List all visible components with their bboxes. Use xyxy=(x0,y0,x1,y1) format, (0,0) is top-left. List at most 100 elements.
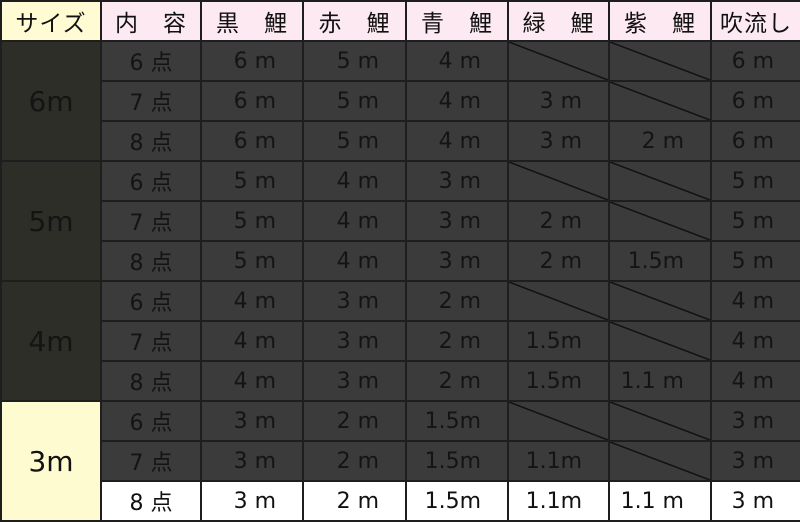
not-applicable-cell xyxy=(507,280,610,322)
black-carp-cell: 5 m xyxy=(200,200,304,242)
blue-carp-cell: 3 m xyxy=(405,160,509,202)
blue-carp-cell: 2 m xyxy=(405,280,509,322)
blue-carp-cell: 4 m xyxy=(405,40,509,82)
content-cell: 7 点 xyxy=(100,80,202,122)
streamer-cell: 4 m xyxy=(710,360,800,402)
blue-carp-cell: 1.5m xyxy=(405,400,509,442)
streamer-cell: 6 m xyxy=(710,40,800,82)
red-carp-cell: 5 m xyxy=(302,120,407,162)
black-carp-cell: 6 m xyxy=(200,40,304,82)
header-black-carp: 黒 鯉 xyxy=(200,0,304,42)
header-streamer: 吹流し xyxy=(710,0,800,42)
not-applicable-cell xyxy=(507,40,610,82)
streamer-cell: 4 m xyxy=(710,280,800,322)
content-cell: 6 点 xyxy=(100,160,202,202)
not-applicable-cell xyxy=(608,400,712,442)
header-row: サイズ内 容黒 鯉赤 鯉青 鯉緑 鯉紫 鯉吹流し xyxy=(0,0,800,42)
green-carp-cell: 2 m xyxy=(507,200,610,242)
red-carp-cell: 3 m xyxy=(302,280,407,322)
green-carp-cell: 3 m xyxy=(507,120,610,162)
content-cell: 6 点 xyxy=(100,280,202,322)
red-carp-cell: 5 m xyxy=(302,80,407,122)
purple-carp-cell: 2 m xyxy=(608,120,712,162)
header-blue-carp: 青 鯉 xyxy=(405,0,509,42)
black-carp-cell: 6 m xyxy=(200,120,304,162)
black-carp-cell: 5 m xyxy=(200,240,304,282)
blue-carp-cell: 3 m xyxy=(405,240,509,282)
purple-carp-cell: 1.1 m xyxy=(608,360,712,402)
blue-carp-cell: 1.5m xyxy=(405,440,509,482)
green-carp-cell: 1.1m xyxy=(507,440,610,482)
size-cell: 5m xyxy=(0,160,102,282)
header-green-carp: 緑 鯉 xyxy=(507,0,610,42)
black-carp-cell: 4 m xyxy=(200,320,304,362)
content-cell: 8 点 xyxy=(100,480,202,522)
header-purple-carp: 紫 鯉 xyxy=(608,0,712,42)
black-carp-cell: 4 m xyxy=(200,360,304,402)
purple-carp-cell: 1.1 m xyxy=(608,480,712,522)
streamer-cell: 5 m xyxy=(710,240,800,282)
black-carp-cell: 4 m xyxy=(200,280,304,322)
not-applicable-cell xyxy=(608,320,712,362)
header-content: 内 容 xyxy=(100,0,202,42)
content-cell: 8 点 xyxy=(100,360,202,402)
streamer-cell: 4 m xyxy=(710,320,800,362)
black-carp-cell: 3 m xyxy=(200,400,304,442)
blue-carp-cell: 1.5m xyxy=(405,480,509,522)
red-carp-cell: 3 m xyxy=(302,360,407,402)
not-applicable-cell xyxy=(608,200,712,242)
content-cell: 7 点 xyxy=(100,440,202,482)
black-carp-cell: 3 m xyxy=(200,440,304,482)
red-carp-cell: 3 m xyxy=(302,320,407,362)
red-carp-cell: 4 m xyxy=(302,200,407,242)
not-applicable-cell xyxy=(608,440,712,482)
red-carp-cell: 2 m xyxy=(302,480,407,522)
green-carp-cell: 3 m xyxy=(507,80,610,122)
content-cell: 7 点 xyxy=(100,320,202,362)
black-carp-cell: 5 m xyxy=(200,160,304,202)
size-cell: 6m xyxy=(0,40,102,162)
header-size: サイズ xyxy=(0,0,102,42)
streamer-cell: 3 m xyxy=(710,400,800,442)
red-carp-cell: 4 m xyxy=(302,160,407,202)
blue-carp-cell: 4 m xyxy=(405,120,509,162)
blue-carp-cell: 2 m xyxy=(405,360,509,402)
content-cell: 6 点 xyxy=(100,400,202,442)
blue-carp-cell: 4 m xyxy=(405,80,509,122)
size-cell: 3m xyxy=(0,400,102,522)
black-carp-cell: 6 m xyxy=(200,80,304,122)
streamer-cell: 5 m xyxy=(710,160,800,202)
not-applicable-cell xyxy=(608,40,712,82)
header-red-carp: 赤 鯉 xyxy=(302,0,407,42)
red-carp-cell: 4 m xyxy=(302,240,407,282)
content-cell: 8 点 xyxy=(100,120,202,162)
black-carp-cell: 3 m xyxy=(200,480,304,522)
green-carp-cell: 1.1m xyxy=(507,480,610,522)
content-cell: 6 点 xyxy=(100,40,202,82)
not-applicable-cell xyxy=(507,400,610,442)
blue-carp-cell: 2 m xyxy=(405,320,509,362)
content-cell: 8 点 xyxy=(100,240,202,282)
blue-carp-cell: 3 m xyxy=(405,200,509,242)
streamer-cell: 6 m xyxy=(710,120,800,162)
red-carp-cell: 2 m xyxy=(302,400,407,442)
not-applicable-cell xyxy=(608,80,712,122)
streamer-cell: 6 m xyxy=(710,80,800,122)
red-carp-cell: 5 m xyxy=(302,40,407,82)
green-carp-cell: 1.5m xyxy=(507,360,610,402)
red-carp-cell: 2 m xyxy=(302,440,407,482)
content-cell: 7 点 xyxy=(100,200,202,242)
